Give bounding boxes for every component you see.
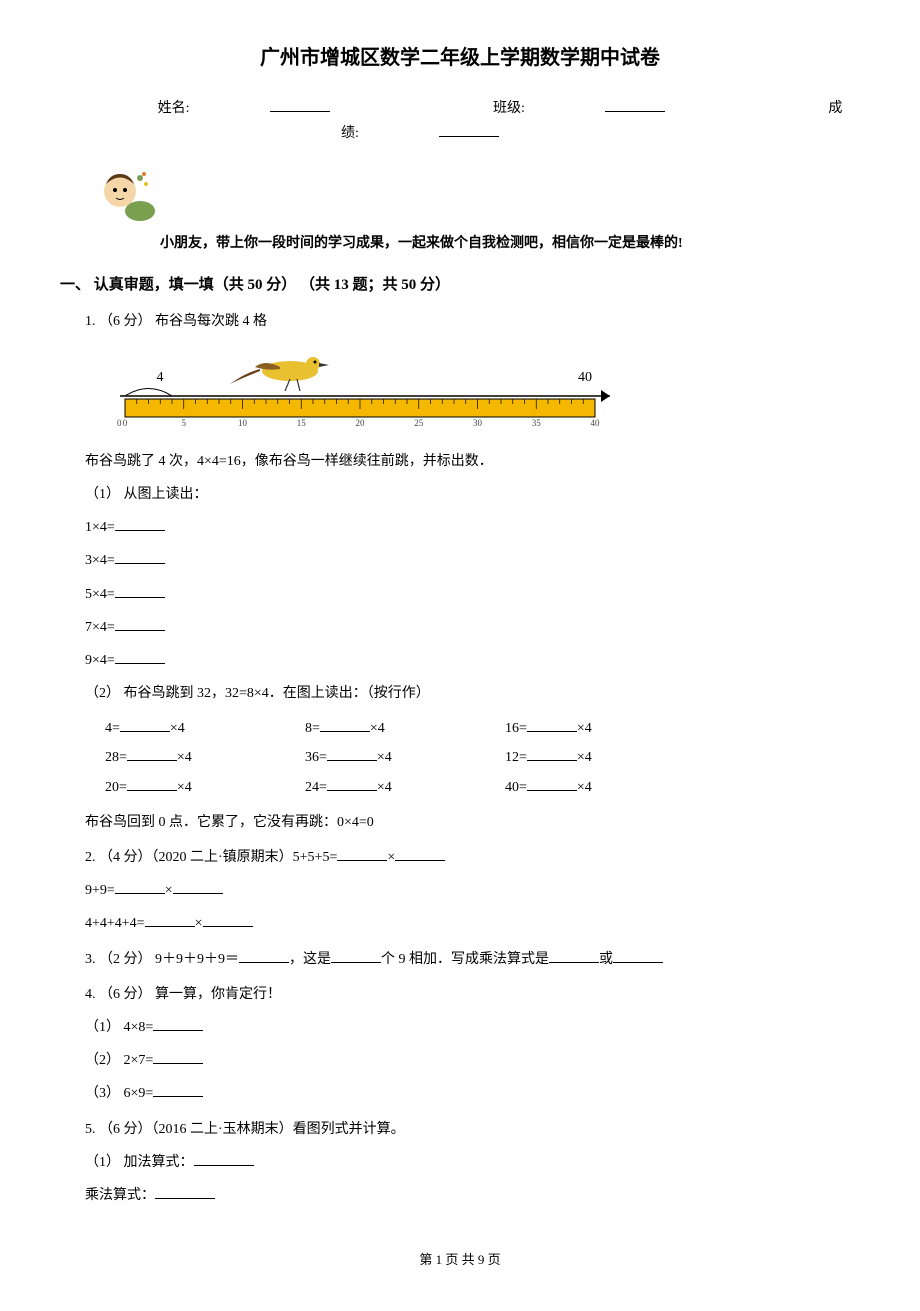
question-5: 5. （6 分）（2016 二上·玉林期末）看图列式并计算。 （1） 加法算式：… — [85, 1117, 860, 1209]
question-4: 4. （6 分） 算一算，你肯定行！ （1） 4×8= （2） 2×7= （3） 6… — [85, 982, 860, 1107]
q1-part1-item: 7×4= — [85, 615, 860, 640]
table-cell: 20=×4 — [105, 773, 305, 802]
table-cell: 40=×4 — [505, 773, 705, 802]
q1-desc: 布谷鸟跳了 4 次，4×4=16，像布谷鸟一样继续往前跳，并标出数． — [85, 449, 860, 474]
q1-prefix: 1. （6 分） 布谷鸟每次跳 4 格 — [85, 309, 860, 334]
header-fields: 姓名: 班级: 成绩: — [60, 96, 860, 146]
table-cell: 8=×4 — [305, 714, 505, 743]
svg-text:4: 4 — [157, 370, 164, 385]
table-cell: 16=×4 — [505, 714, 705, 743]
svg-text:35: 35 — [532, 418, 542, 428]
q2-line3: 4+4+4+4=× — [85, 911, 860, 936]
question-3: 3. （2 分） 9＋9＋9＋9＝，这是个 9 相加．写成乘法算式是或 — [85, 947, 860, 972]
number-line-chart: 0 5 10 15 20 25 30 35 40 0 4 40 — [105, 344, 860, 439]
svg-text:10: 10 — [238, 418, 248, 428]
q1-part2-label: （2） 布谷鸟跳到 32，32=8×4．在图上读出：（按行作） — [85, 681, 860, 706]
table-cell: 36=×4 — [305, 743, 505, 772]
svg-text:40: 40 — [591, 418, 601, 428]
child-icon — [90, 166, 860, 226]
svg-text:0: 0 — [123, 418, 128, 428]
question-2: 2. （4 分）（2020 二上·镇原期末）5+5+5=× 9+9=× 4+4+… — [85, 845, 860, 937]
svg-text:15: 15 — [297, 418, 307, 428]
question-1: 1. （6 分） 布谷鸟每次跳 4 格 0 5 10 15 20 25 30 35 40 0 4 40… — [85, 309, 860, 835]
q5-item2: 乘法算式： — [85, 1183, 860, 1208]
section-1-header: 一、 认真审题，填一填（共 50 分） （共 13 题；共 50 分） — [60, 272, 860, 299]
q1-part2-footer: 布谷鸟回到 0 点．它累了，它没有再跳：0×4=0 — [85, 810, 860, 835]
q4-item: （2） 2×7= — [85, 1048, 860, 1073]
q1-part1-item: 5×4= — [85, 582, 860, 607]
q4-item: （3） 6×9= — [85, 1081, 860, 1106]
class-field: 班级: — [453, 101, 705, 116]
name-field: 姓名: — [118, 101, 370, 116]
q4-item: （1） 4×8= — [85, 1015, 860, 1040]
q1-part1-item: 1×4= — [85, 515, 860, 540]
q5-prefix: 5. （6 分）（2016 二上·玉林期末）看图列式并计算。 — [85, 1117, 860, 1142]
q2-line1: 2. （4 分）（2020 二上·镇原期末）5+5+5=× — [85, 845, 860, 870]
table-cell: 28=×4 — [105, 743, 305, 772]
svg-text:40: 40 — [578, 370, 592, 385]
svg-text:5: 5 — [182, 418, 187, 428]
q1-part1-item: 3×4= — [85, 548, 860, 573]
q2-line2: 9+9=× — [85, 878, 860, 903]
svg-text:20: 20 — [356, 418, 366, 428]
q5-item1: （1） 加法算式： — [85, 1150, 860, 1175]
page-footer: 第 1 页 共 9 页 — [60, 1248, 860, 1271]
q1-part1-item: 9×4= — [85, 648, 860, 673]
svg-text:0: 0 — [117, 418, 122, 428]
intro-text: 小朋友，带上你一段时间的学习成果，一起来做个自我检测吧，相信你一定是最棒的! — [160, 231, 860, 256]
svg-text:25: 25 — [414, 418, 424, 428]
table-cell: 12=×4 — [505, 743, 705, 772]
q1-part2-table: 4=×48=×416=×4 28=×436=×412=×4 20=×424=×440… — [105, 714, 860, 802]
svg-text:30: 30 — [473, 418, 483, 428]
page-title: 广州市增城区数学二年级上学期数学期中试卷 — [60, 40, 860, 76]
q1-part1-label: （1） 从图上读出： — [85, 482, 860, 507]
q4-prefix: 4. （6 分） 算一算，你肯定行！ — [85, 982, 860, 1007]
table-cell: 24=×4 — [305, 773, 505, 802]
table-cell: 4=×4 — [105, 714, 305, 743]
